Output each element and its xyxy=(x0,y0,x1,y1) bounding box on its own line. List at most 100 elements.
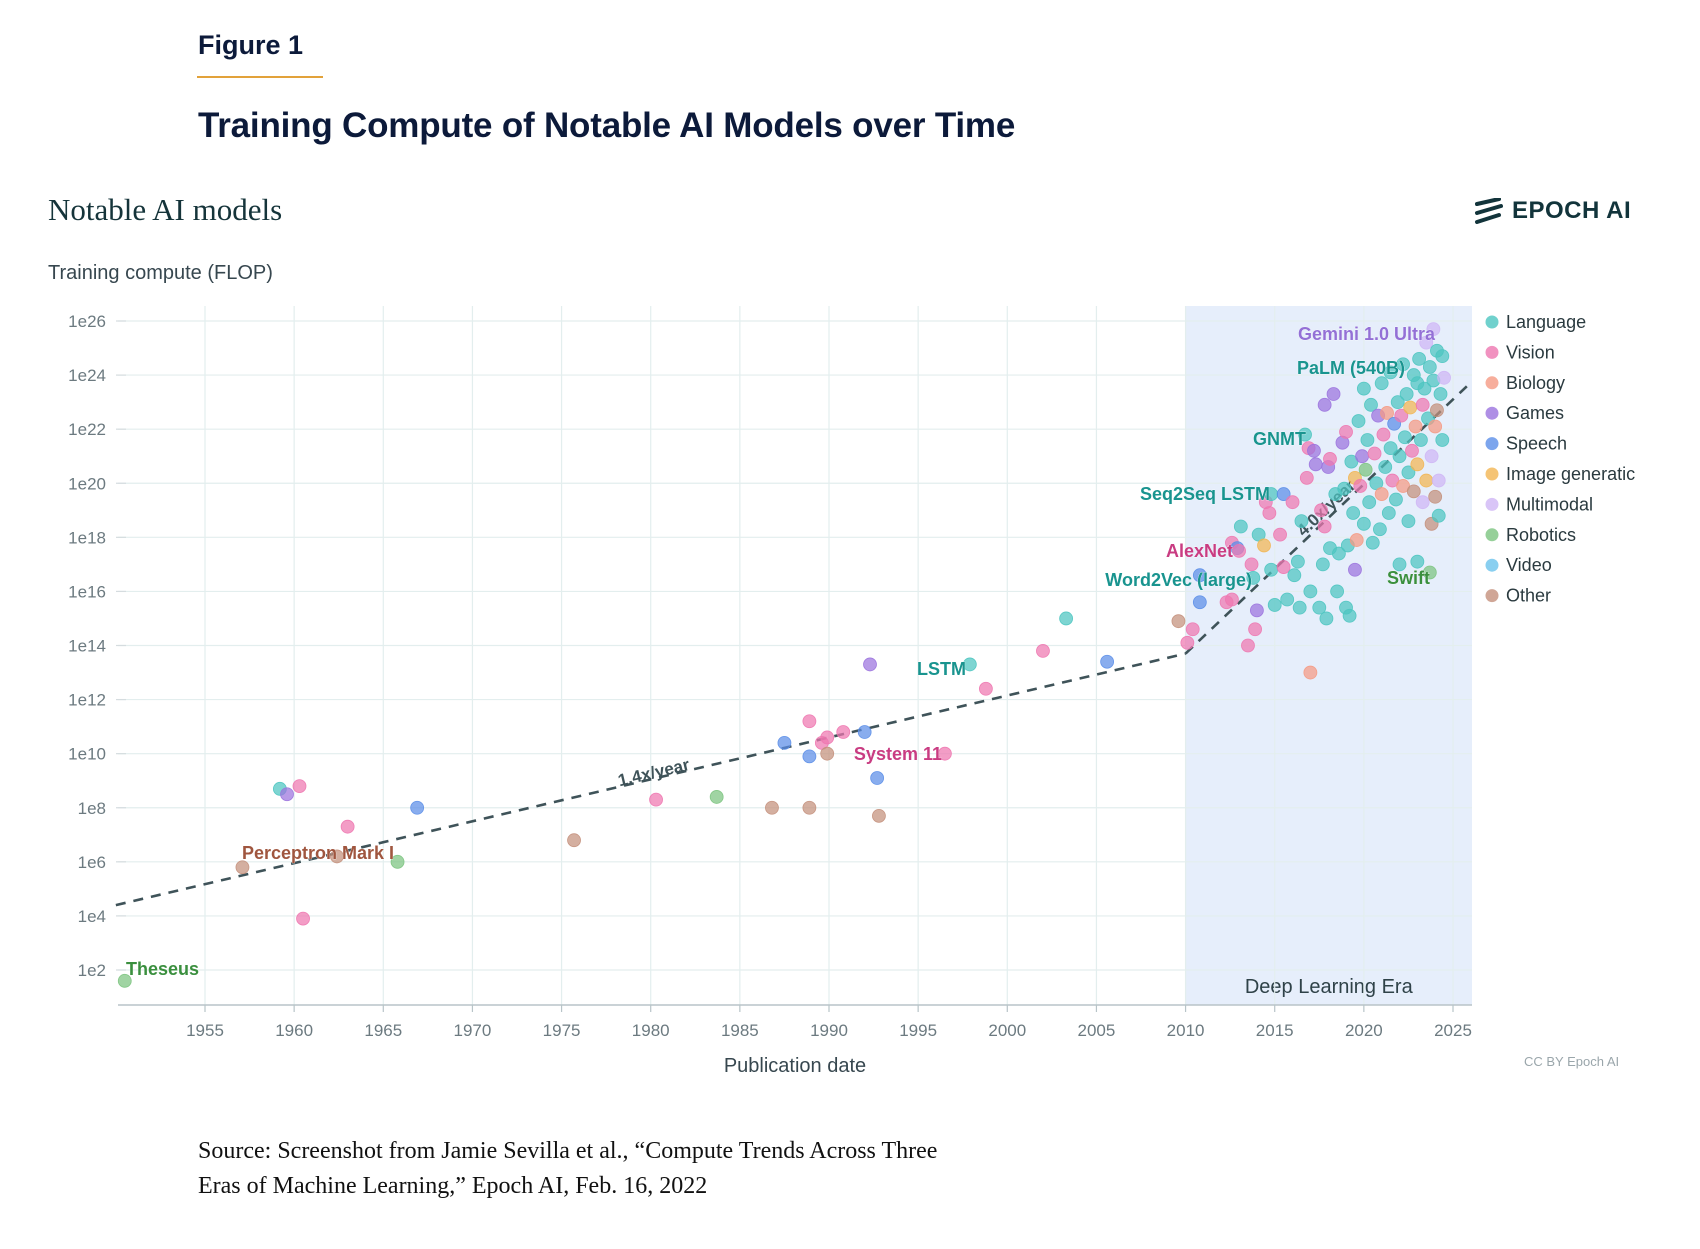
legend-label: Language xyxy=(1506,312,1586,332)
legend-label: Image generatic xyxy=(1506,464,1635,484)
x-tick-label: 2025 xyxy=(1434,1021,1472,1040)
data-point xyxy=(1431,473,1446,488)
x-tick-label: 1975 xyxy=(543,1021,581,1040)
data-point xyxy=(330,849,344,864)
data-point xyxy=(1408,419,1423,434)
data-point xyxy=(1180,635,1195,650)
model-annotation: Seq2Seq LSTM xyxy=(1140,484,1270,504)
x-tick-label: 1990 xyxy=(810,1021,848,1040)
data-point xyxy=(802,800,817,815)
data-point xyxy=(567,833,581,848)
data-point xyxy=(820,730,835,745)
data-point xyxy=(1430,403,1444,418)
legend-item[interactable]: Biology xyxy=(1485,373,1566,393)
data-point xyxy=(1303,584,1318,599)
data-point xyxy=(1331,546,1346,561)
data-point xyxy=(1389,492,1403,507)
data-point xyxy=(1225,592,1239,607)
model-annotation: System 11 xyxy=(854,744,942,764)
data-point xyxy=(1036,644,1050,658)
data-point xyxy=(1233,519,1248,534)
data-point xyxy=(1437,370,1451,385)
legend-swatch xyxy=(1485,437,1499,451)
data-point xyxy=(410,800,425,815)
y-tick-label: 1e6 xyxy=(78,853,106,872)
source-citation: Source: Screenshot from Jamie Sevilla et… xyxy=(198,1134,1098,1204)
data-point xyxy=(863,657,877,672)
legend-item[interactable]: Games xyxy=(1485,403,1565,423)
source-line-1: Source: Screenshot from Jamie Sevilla et… xyxy=(198,1138,938,1164)
data-point xyxy=(1192,595,1207,610)
data-point xyxy=(1298,427,1312,442)
data-point xyxy=(1365,535,1380,550)
data-point xyxy=(235,860,250,875)
data-point xyxy=(1401,514,1416,529)
data-point xyxy=(857,725,872,739)
trend-line xyxy=(115,652,1186,907)
data-point xyxy=(1303,665,1318,680)
data-point xyxy=(1364,397,1378,412)
data-point xyxy=(765,800,779,815)
legend-item[interactable]: Robotics xyxy=(1485,525,1577,545)
legend-item[interactable]: Language xyxy=(1485,312,1587,332)
data-point xyxy=(1337,481,1352,496)
legend-swatch xyxy=(1485,406,1499,420)
data-point xyxy=(1059,611,1074,626)
legend-label: Multimodal xyxy=(1506,494,1593,514)
legend-item[interactable]: Other xyxy=(1485,586,1552,606)
data-point xyxy=(836,725,851,739)
data-point xyxy=(777,735,792,750)
data-point xyxy=(1326,387,1341,401)
y-tick-label: 1e20 xyxy=(68,474,106,493)
data-point xyxy=(1419,473,1434,488)
license-credit: CC BY Epoch AI xyxy=(1524,1054,1620,1069)
figure-title: Training Compute of Notable AI Models ov… xyxy=(198,106,1016,145)
data-point xyxy=(1396,357,1410,372)
x-tick-label: 2020 xyxy=(1345,1021,1383,1040)
model-annotation: Swift xyxy=(1387,568,1430,588)
data-point xyxy=(1171,614,1186,629)
data-point xyxy=(1276,560,1291,574)
data-point xyxy=(1342,608,1357,623)
legend-item[interactable]: Speech xyxy=(1485,434,1568,454)
data-point xyxy=(1428,419,1443,434)
data-point xyxy=(802,714,817,729)
legend-item[interactable]: Vision xyxy=(1485,342,1555,362)
data-point xyxy=(1374,376,1389,391)
source-line-2: Eras of Machine Learning,” Epoch AI, Feb… xyxy=(198,1173,708,1199)
data-point xyxy=(1323,452,1337,466)
data-point xyxy=(1249,603,1264,618)
data-point xyxy=(1428,489,1443,504)
data-point xyxy=(1415,495,1430,510)
x-tick-label: 1965 xyxy=(364,1021,402,1040)
data-point xyxy=(1374,487,1389,501)
legend-label: Other xyxy=(1506,586,1551,606)
model-annotation: AlexNet xyxy=(1166,541,1233,561)
data-point xyxy=(1417,381,1432,396)
epoch-ai-logo: EPOCH AI xyxy=(1474,197,1631,225)
y-tick-label: 1e10 xyxy=(68,745,106,764)
data-point xyxy=(1405,443,1419,458)
epoch-logo-icon xyxy=(1475,198,1503,224)
data-point xyxy=(1264,562,1279,577)
data-point xyxy=(962,657,977,672)
legend-item[interactable]: Video xyxy=(1485,555,1552,575)
legend-item[interactable]: Multimodal xyxy=(1485,494,1594,514)
legend-swatch xyxy=(1485,589,1499,603)
data-point xyxy=(820,746,835,761)
y-tick-label: 1e16 xyxy=(68,582,106,601)
data-point xyxy=(1248,622,1263,637)
legend-swatch xyxy=(1485,497,1499,511)
data-point xyxy=(1299,470,1314,485)
figure-label: Figure 1 xyxy=(198,30,304,60)
data-point xyxy=(870,771,885,785)
y-tick-label: 1e22 xyxy=(68,420,106,439)
figure-label-underline xyxy=(197,76,323,78)
data-point xyxy=(1414,433,1428,447)
legend-item[interactable]: Image generatic xyxy=(1485,464,1636,484)
data-point xyxy=(1319,611,1334,626)
data-point xyxy=(1287,568,1302,583)
data-point xyxy=(390,854,405,869)
data-point xyxy=(1431,508,1446,523)
legend-label: Games xyxy=(1506,403,1564,423)
